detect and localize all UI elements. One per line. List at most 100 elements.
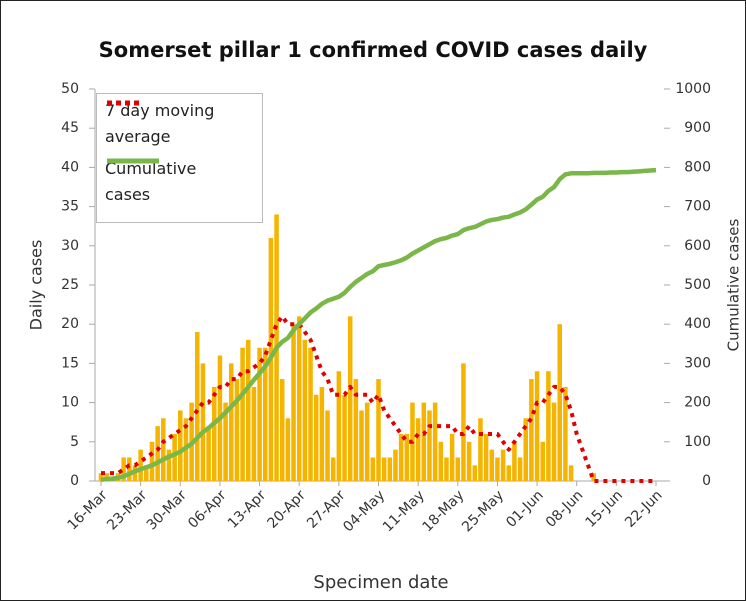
bar [461, 363, 466, 481]
bar [404, 433, 410, 481]
legend-label: Cumulative cases [105, 159, 197, 204]
y2-tick-label: 900 [684, 120, 711, 136]
bar [195, 332, 200, 481]
bar [296, 316, 302, 481]
y2-tick-label: 200 [684, 395, 711, 411]
legend-entry: Cumulative cases [105, 156, 220, 208]
y-tick-label: 10 [61, 395, 79, 411]
y2-tick-label: 300 [684, 355, 711, 371]
legend-swatch [107, 158, 159, 164]
bar [178, 410, 183, 481]
bar [212, 386, 217, 481]
bar [364, 402, 370, 481]
bar [291, 324, 296, 481]
bar [325, 410, 330, 481]
x-tick-label: 20-Apr [264, 487, 309, 532]
y-tick-label: 20 [61, 316, 79, 332]
bar [432, 402, 438, 481]
y2-tick-label: 800 [684, 159, 711, 175]
bar [483, 433, 489, 481]
bar [279, 379, 285, 481]
y-tick-label: 45 [61, 120, 79, 136]
x-tick-label: 06-Apr [185, 487, 230, 532]
bar [138, 449, 143, 481]
bar [591, 473, 596, 481]
x-tick-label: 01-Jun [503, 487, 547, 531]
bar [381, 457, 387, 481]
bar [512, 441, 517, 481]
bar [466, 441, 472, 481]
x-tick-label: 22-Jun [622, 487, 666, 531]
y-tick-label: 30 [61, 238, 79, 254]
bar [489, 449, 495, 481]
bar [421, 402, 427, 481]
bar [438, 441, 444, 481]
y2-tick-label: 100 [684, 434, 711, 450]
bar [342, 394, 347, 481]
bar [534, 371, 540, 481]
bar [336, 371, 342, 481]
bar [302, 339, 308, 481]
bar [144, 465, 149, 481]
bar [206, 426, 211, 481]
x-tick-label: 25-May [459, 487, 507, 535]
y2-tick-label: 500 [684, 277, 711, 293]
x-tick-label: 04-May [340, 487, 388, 535]
y-tick-label: 40 [61, 159, 79, 175]
y-axis-label: Daily cases [27, 240, 46, 331]
bar [166, 449, 172, 481]
legend: 7 day moving average Cumulative cases [96, 93, 263, 223]
y-tick-label: 50 [61, 81, 79, 97]
bar [245, 339, 251, 481]
bar [455, 457, 461, 481]
bar [387, 457, 393, 481]
y2-tick-label: 700 [684, 199, 711, 215]
bar [393, 449, 398, 481]
bar [370, 457, 376, 481]
y-tick-label: 35 [61, 199, 79, 215]
x-tick-label: 23-Mar [104, 487, 150, 533]
bar [546, 371, 551, 481]
bar [313, 394, 319, 481]
bar [155, 426, 160, 481]
bar [161, 418, 166, 481]
bar [568, 465, 574, 481]
x-tick-label: 18-May [419, 487, 467, 535]
bar [228, 363, 234, 481]
x-tick-label: 11-May [380, 487, 428, 535]
y-tick-label: 15 [61, 355, 79, 371]
bar [540, 441, 545, 481]
bar [557, 324, 562, 481]
bar [347, 316, 353, 481]
bar [234, 379, 240, 481]
legend-entry: 7 day moving average [105, 98, 220, 150]
y2-tick-label: 600 [684, 238, 711, 254]
bar [285, 418, 291, 481]
bar [251, 386, 257, 481]
bar [415, 418, 421, 481]
x-axis-label: Specimen date [313, 572, 448, 593]
x-tick-label: 13-Apr [225, 487, 270, 532]
bar [472, 465, 478, 481]
x-tick-label: 16-Mar [64, 487, 110, 533]
bar [376, 379, 381, 481]
bar [551, 402, 557, 481]
bar [257, 347, 262, 481]
bar [308, 347, 313, 481]
bar [200, 363, 206, 481]
y2-axis-label: Cumulative cases [725, 218, 743, 351]
legend-swatch [107, 100, 143, 106]
bar [121, 457, 126, 481]
x-tick-label: 08-Jun [543, 487, 587, 531]
bar [523, 418, 529, 481]
y-tick-label: 25 [61, 277, 79, 293]
bar [149, 441, 155, 481]
bar [172, 433, 177, 481]
bar [529, 379, 534, 481]
bar [127, 457, 132, 481]
x-tick-label: 30-Mar [144, 487, 190, 533]
bar [353, 379, 359, 481]
bar [330, 457, 336, 481]
chart-title: Somerset pillar 1 confirmed COVID cases … [99, 38, 648, 62]
bar [478, 418, 483, 481]
